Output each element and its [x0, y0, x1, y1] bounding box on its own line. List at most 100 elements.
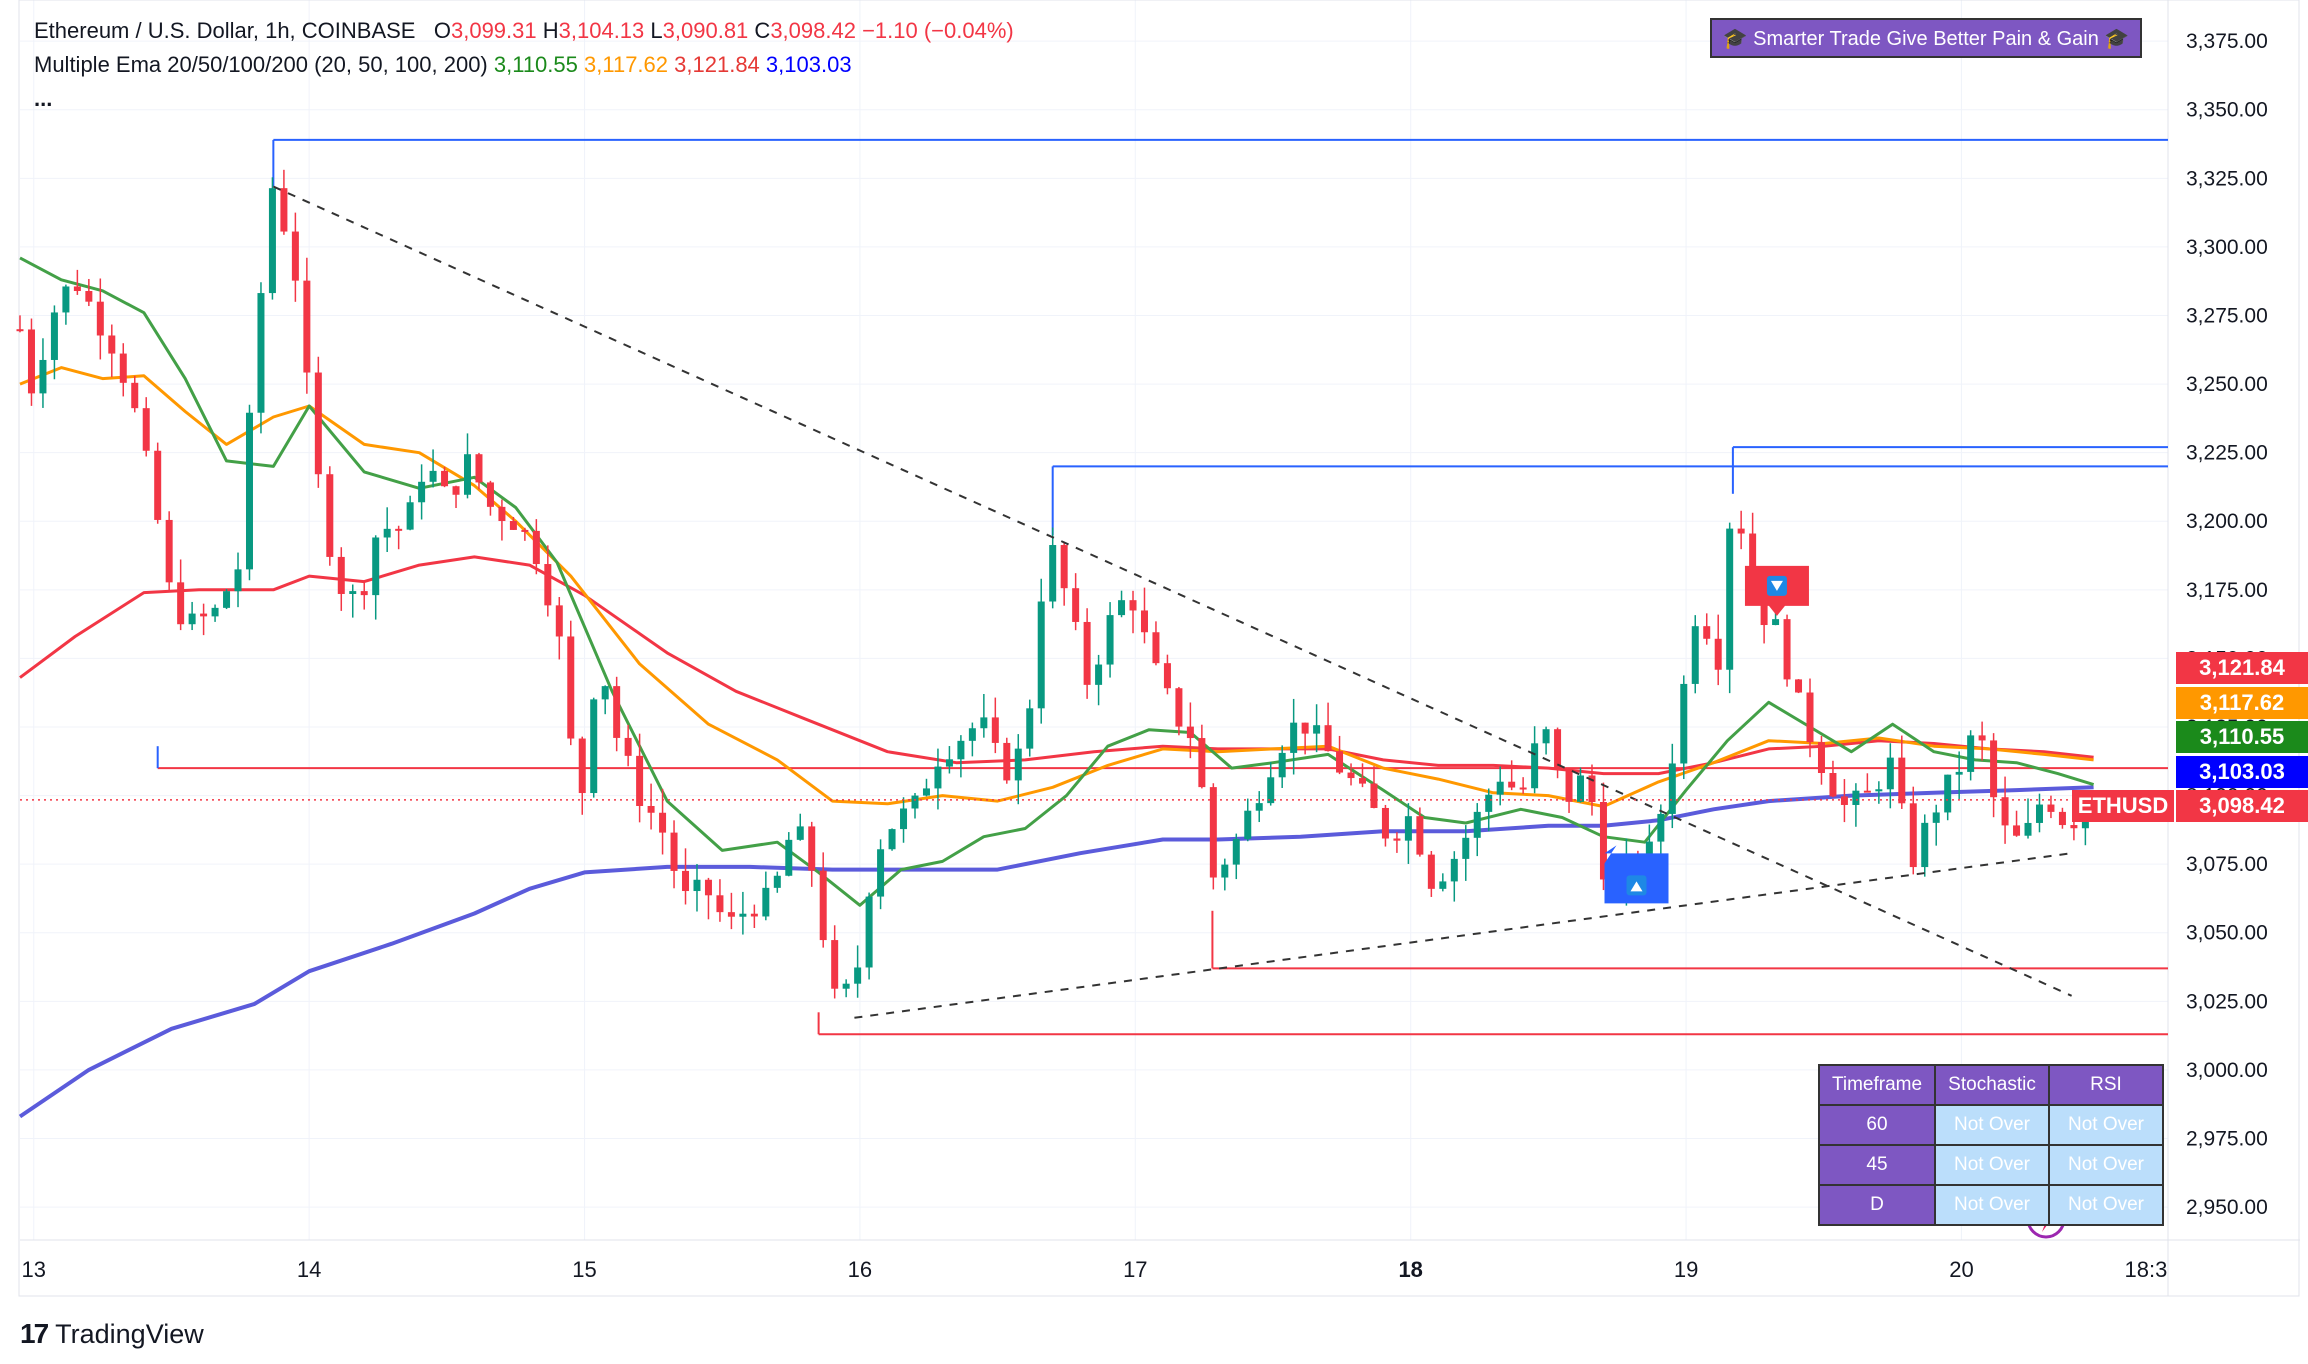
arrow-up-icon [1630, 881, 1643, 892]
candle-down [1760, 593, 1768, 626]
last-price-tag: 3,098.42 [2176, 790, 2308, 822]
candle-up [796, 826, 804, 840]
change-value: −1.10 (−0.04%) [862, 18, 1014, 43]
candle-up [1852, 790, 1860, 805]
symbol-ohlc-row: Ethereum / U.S. Dollar, 1h, COINBASE O 3,… [34, 14, 1014, 48]
candle-up [1726, 528, 1734, 670]
candle-down [1393, 838, 1401, 841]
candle-up [590, 699, 598, 794]
candle-down [475, 454, 483, 483]
y-tick-label: 3,300.00 [2186, 236, 2268, 259]
indicator-title[interactable]: Multiple Ema 20/50/100/200 (20, 50, 100,… [34, 52, 488, 77]
ema200-value: 3,103.03 [765, 52, 852, 77]
candle-down [613, 686, 621, 738]
x-tick-label: 19 [1674, 1257, 1698, 1282]
candle-up [429, 470, 437, 482]
x-tick-label: 17 [1123, 1257, 1147, 1282]
candle-up [1221, 864, 1229, 878]
candle-up [257, 293, 265, 413]
candle-up [1106, 615, 1114, 665]
y-tick-label: 3,025.00 [2186, 990, 2268, 1013]
more-indicators[interactable]: ... [34, 86, 53, 111]
symbol-price-name-tag: ETHUSD [2072, 790, 2174, 822]
candle-up [1657, 813, 1665, 842]
candle-up [1668, 763, 1676, 814]
row-rsi: Not Over [2048, 1184, 2164, 1226]
candle-up [601, 686, 609, 700]
candle-down [1152, 632, 1160, 664]
open-label: O [433, 18, 451, 43]
candle-down [1795, 679, 1803, 693]
ema200-line [18, 785, 2094, 1119]
candle-down [1599, 802, 1607, 880]
candle-down [1198, 738, 1206, 788]
candle-up [1037, 601, 1045, 709]
sell-signal [1744, 565, 1809, 616]
candle-down [567, 636, 575, 739]
candle-down [1186, 726, 1194, 739]
chart-frame [18, 0, 2300, 1297]
row-rsi: Not Over [2048, 1144, 2164, 1186]
candle-down [1083, 621, 1091, 685]
candle-down [1175, 688, 1183, 727]
candle-down [1163, 663, 1171, 689]
candle-down [326, 474, 334, 557]
low-value: 3,090.81 [662, 18, 749, 43]
candle-down [1359, 778, 1366, 784]
tradingview-logo-icon: 17 [20, 1318, 49, 1349]
candle-up [349, 591, 357, 594]
candle-down [2013, 825, 2021, 836]
high-label: H [542, 18, 559, 43]
candle-up [464, 454, 471, 495]
ema100-price-tag: 3,121.84 [2176, 652, 2308, 684]
row-stochastic: Not Over [1934, 1144, 2050, 1186]
candle-down [154, 450, 162, 520]
candle-down [142, 408, 150, 451]
candle-down [1737, 528, 1745, 534]
candle-up [1450, 858, 1458, 882]
candle-down [1003, 742, 1011, 781]
candle-down [991, 717, 999, 743]
candle-down [1129, 600, 1137, 611]
y-tick-label: 2,975.00 [2186, 1127, 2268, 1150]
y-tick-label: 3,375.00 [2186, 30, 2268, 53]
x-tick-label: 13 [22, 1257, 46, 1282]
candle-up [1244, 810, 1252, 839]
candle-up [1473, 811, 1481, 838]
candle-down [1714, 638, 1722, 670]
candle-up [1932, 812, 1940, 823]
symbol-title[interactable]: Ethereum / U.S. Dollar, 1h, COINBASE [34, 18, 416, 43]
candle-up [877, 849, 885, 897]
candle-up [1049, 545, 1057, 602]
x-tick-label: 15 [572, 1257, 596, 1282]
y-tick-label: 3,175.00 [2186, 579, 2268, 602]
candle-down [509, 521, 517, 530]
high-value: 3,104.13 [558, 18, 645, 43]
candle-down [1060, 545, 1068, 589]
candle-down [395, 528, 403, 531]
candle-down [819, 870, 827, 941]
candle-down [808, 826, 816, 871]
y-tick-label: 3,050.00 [2186, 922, 2268, 945]
tradingview-logo[interactable]: 17 TradingView [20, 1318, 204, 1350]
candle-down [1381, 807, 1389, 839]
y-tick-label: 3,075.00 [2186, 853, 2268, 876]
candle-down [1840, 796, 1848, 805]
candle-up [911, 795, 919, 809]
candle-down [2001, 797, 2009, 826]
x-tick-label: 14 [297, 1257, 321, 1282]
candle-down [200, 613, 208, 617]
candle-down [1336, 751, 1344, 773]
candle-up [1496, 781, 1504, 795]
candle-up [2024, 822, 2032, 836]
candle-down [1519, 787, 1527, 790]
candle-down [131, 382, 139, 409]
candle-up [2081, 817, 2089, 829]
candle-up [1680, 683, 1688, 764]
row-timeframe: 60 [1818, 1104, 1936, 1146]
candle-down [532, 530, 540, 565]
candle-down [2058, 811, 2066, 826]
candle-down [1703, 626, 1711, 639]
ema20-price-tag: 3,110.55 [2176, 721, 2308, 753]
